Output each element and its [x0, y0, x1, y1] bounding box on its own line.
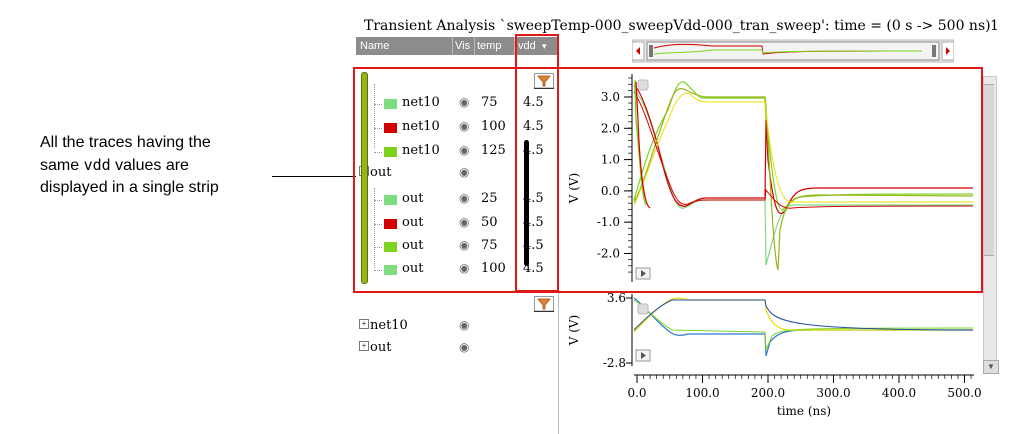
y-tick-label: 3.0	[601, 90, 620, 104]
expand-icon[interactable]: +	[359, 319, 369, 329]
vdd-value: 4.5	[523, 95, 544, 110]
legend-group-row[interactable]: + out ◉	[356, 338, 556, 360]
annotation-vdd-code: vdd	[83, 156, 111, 174]
legend-column-header: Name Vis temp vdd ▾	[356, 37, 558, 55]
trace-name: out	[402, 215, 424, 230]
x-tick-label: 100.0	[685, 386, 719, 400]
column-vis-header[interactable]: Vis	[455, 40, 471, 52]
filter-icon[interactable]	[534, 73, 554, 89]
window-title: Transient Analysis `sweepTemp-000_sweepV…	[364, 18, 991, 34]
window-title-suffix: 1	[990, 18, 999, 34]
y-tick-label: 0.0	[601, 184, 620, 198]
x-tick-label: 300.0	[816, 386, 850, 400]
eye-icon[interactable]: ◉	[459, 95, 470, 109]
eye-icon[interactable]: ◉	[459, 340, 470, 354]
trace-color-swatch	[384, 219, 397, 229]
x-axis-ticks: 0.0 100.0 200.0 300.0 400.0 500.0	[627, 375, 982, 400]
eye-icon[interactable]: ◉	[459, 191, 470, 205]
legend-row[interactable]: net10 ◉ 100 4.5	[356, 117, 556, 139]
trace-name: net10	[402, 143, 440, 158]
trace-name: net10	[402, 95, 440, 110]
vdd-column-highlight-box	[515, 34, 559, 292]
annotation-line-2-pre: same	[40, 157, 84, 174]
strip-group-bar[interactable]	[361, 72, 368, 284]
x-tick-label: 400.0	[882, 386, 916, 400]
trace-color-swatch	[384, 265, 397, 275]
annotation-line-2-post: values are	[110, 157, 189, 174]
group-name: net10	[370, 318, 408, 333]
temp-value: 75	[481, 95, 498, 110]
eye-icon[interactable]: ◉	[459, 238, 470, 252]
strip-2-tick-bottom: -2.8	[603, 356, 626, 370]
strip-1-traces	[633, 79, 974, 271]
x-axis-label: time (ns)	[777, 404, 831, 418]
eye-icon[interactable]: ◉	[459, 119, 470, 133]
x-tick-label: 0.0	[627, 386, 646, 400]
filter-icon[interactable]	[534, 296, 554, 312]
eye-icon[interactable]: ◉	[459, 143, 470, 157]
group-name: out	[370, 340, 392, 355]
legend-row[interactable]: net10 ◉ 75 4.5	[356, 93, 556, 115]
column-vdd-header[interactable]: vdd	[518, 40, 536, 52]
temp-value: 125	[481, 143, 506, 158]
trace-name: out	[402, 261, 424, 276]
trace-color-swatch	[384, 147, 397, 157]
column-name-header[interactable]: Name	[360, 40, 390, 52]
legend-group-row[interactable]: + net10 ◉	[356, 316, 556, 338]
trace-color-swatch	[384, 242, 397, 252]
group-name: out	[370, 165, 392, 180]
temp-value: 50	[481, 215, 498, 230]
waveform-plot[interactable]: 3.0 2.0 1.0 0.0 -1.0 -2.0 V (V) 3.6 -2.8 V (V…	[560, 60, 983, 434]
strip-2-play-icon[interactable]	[635, 349, 651, 362]
vdd-group-bar	[524, 140, 529, 266]
tree-line	[374, 188, 376, 268]
scrollbar-thumb[interactable]	[984, 84, 994, 256]
annotation-line-3: displayed in a single strip	[40, 179, 219, 196]
strip-1-y-label: V (V)	[567, 173, 581, 205]
eye-icon[interactable]: ◉	[459, 165, 470, 179]
annotation-text: All the traces having the same vdd value…	[40, 132, 280, 199]
sort-arrow-icon[interactable]: ▾	[542, 41, 547, 51]
trace-name: net10	[402, 119, 440, 134]
y-tick-label: -1.0	[597, 215, 620, 229]
annotation-line-1: All the traces having the	[40, 134, 211, 151]
column-temp-header[interactable]: temp	[477, 40, 502, 52]
tree-line	[374, 84, 376, 148]
vdd-value: 4.5	[523, 119, 544, 134]
strip-highlight-box	[353, 67, 983, 293]
eye-icon[interactable]: ◉	[459, 261, 470, 275]
strip-1-y-ticks: 3.0 2.0 1.0 0.0 -1.0 -2.0	[597, 90, 632, 261]
y-tick-label: 2.0	[601, 121, 620, 135]
strip-1-play-icon[interactable]	[635, 267, 651, 280]
strip-2-tick-top: 3.6	[607, 291, 626, 305]
trace-color-swatch	[384, 195, 397, 205]
trace-name: out	[402, 238, 424, 253]
strip-2-traces	[633, 297, 974, 357]
temp-value: 100	[481, 261, 506, 276]
overview-ruler[interactable]	[632, 38, 954, 64]
trace-color-swatch	[384, 123, 397, 133]
x-tick-label: 500.0	[947, 386, 981, 400]
y-tick-label: -2.0	[597, 247, 620, 261]
eye-icon[interactable]: ◉	[459, 318, 470, 332]
trace-name: out	[402, 191, 424, 206]
y-tick-label: 1.0	[601, 153, 620, 167]
x-tick-label: 200.0	[751, 386, 785, 400]
trace-color-swatch	[384, 99, 397, 109]
scroll-down-icon[interactable]: ▼	[983, 360, 999, 374]
annotation-line-2: same vdd values are	[40, 154, 280, 177]
strip-2-marker-icon[interactable]	[637, 303, 649, 315]
strip-2-y-label: V (V)	[567, 315, 581, 347]
strip-1-marker-icon[interactable]	[637, 79, 649, 91]
eye-icon[interactable]: ◉	[459, 215, 470, 229]
callout-line	[272, 176, 358, 177]
temp-value: 75	[481, 238, 498, 253]
temp-value: 100	[481, 119, 506, 134]
expand-icon[interactable]: +	[359, 341, 369, 351]
temp-value: 25	[481, 191, 498, 206]
